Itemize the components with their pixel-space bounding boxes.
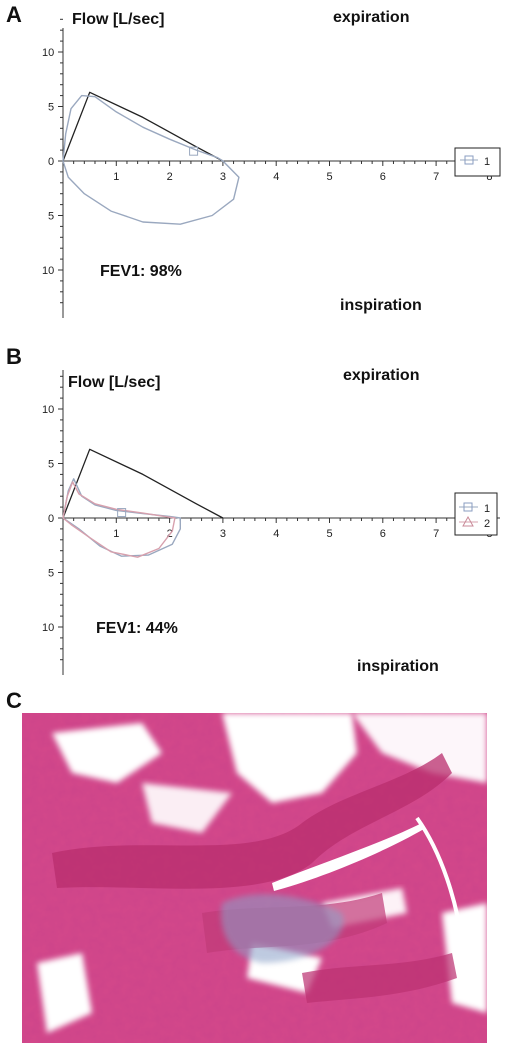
series-1-curve <box>62 94 240 225</box>
legend-marker-2 <box>462 515 474 527</box>
x-tick-label: 2 <box>167 171 173 183</box>
x-tick-label: 7 <box>433 171 439 183</box>
x-tick-label: 1 <box>113 171 119 183</box>
legend-marker-1 <box>463 502 473 512</box>
x-tick-label: 5 <box>327 171 333 183</box>
y-tick-label: 10 <box>42 404 54 416</box>
y-axis-label: Flow [L/sec] <box>68 374 160 391</box>
flow-volume-chart-a: Flow [L/sec] expiration inspiration FEV1… <box>42 9 501 318</box>
y-tick-label: 5 <box>48 459 54 471</box>
legend: 1 <box>454 147 501 177</box>
panel-letter-c: C <box>6 688 22 713</box>
legend-label-2: 2 <box>484 518 490 530</box>
inspiration-label: inspiration <box>340 297 422 314</box>
x-tick-label: 8 <box>486 171 492 183</box>
legend-label-1: 1 <box>484 156 490 168</box>
x-tick-label: 1 <box>113 528 119 540</box>
x-tick-label: 6 <box>380 171 386 183</box>
flow-volume-chart-b: Flow [L/sec] expiration inspiration FEV1… <box>42 367 500 675</box>
legend-label-1: 1 <box>484 503 490 515</box>
panel-letter-b: B <box>6 344 22 369</box>
x-tick-label: 3 <box>220 528 226 540</box>
legend-box <box>454 492 498 536</box>
x-tick-label: 7 <box>433 528 439 540</box>
x-tick-label: 4 <box>273 171 279 183</box>
expiration-label: expiration <box>333 9 409 26</box>
predicted-curve <box>62 448 224 519</box>
legend-box <box>454 147 501 177</box>
series-2-curve <box>62 481 176 558</box>
y-tick-label: 5 <box>48 568 54 580</box>
y-tick-label: 10 <box>42 265 54 277</box>
x-tick-label: 5 <box>327 528 333 540</box>
histology-micrograph <box>22 713 487 1043</box>
legend-marker-1 <box>464 155 474 165</box>
y-tick-label: 0 <box>48 156 54 168</box>
x-tick-label: 4 <box>273 528 279 540</box>
y-tick-label: 0 <box>48 513 54 525</box>
x-tick-label: 3 <box>220 171 226 183</box>
legend: 1 2 <box>454 492 498 536</box>
x-tick-label: 6 <box>380 528 386 540</box>
expiration-label: expiration <box>343 367 419 384</box>
series-1-marker <box>117 508 127 518</box>
plot-area: 1 2 3 4 5 6 7 8 5 10 5 10 0 <box>42 18 500 318</box>
series-1-marker <box>189 146 199 156</box>
y-axis-label: Flow [L/sec] <box>72 11 164 28</box>
panel-letter-a: A <box>6 2 22 27</box>
inspiration-label: inspiration <box>357 658 439 675</box>
y-tick-label: 5 <box>48 102 54 114</box>
predicted-curve <box>62 91 224 162</box>
fev1-label: FEV1: 98% <box>100 263 182 280</box>
y-tick-label: 10 <box>42 622 54 634</box>
y-tick-label: 5 <box>48 211 54 223</box>
histology-image <box>22 713 487 1043</box>
fev1-label: FEV1: 44% <box>96 620 178 637</box>
y-tick-label: 10 <box>42 47 54 59</box>
